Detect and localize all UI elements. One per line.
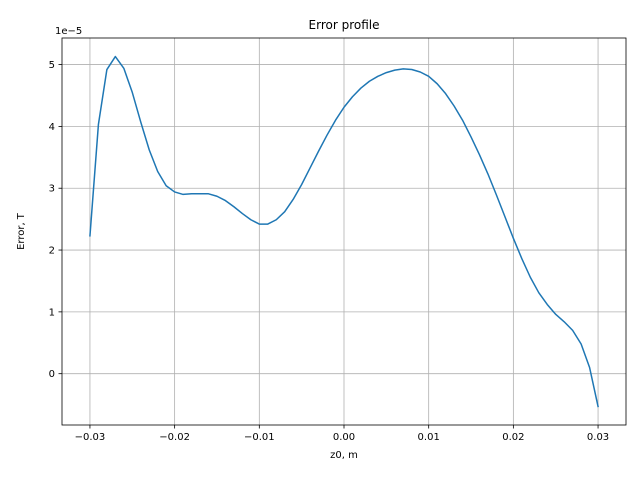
chart-title: Error profile [309, 18, 380, 32]
x-axis-label: z0, m [330, 450, 358, 461]
x-tick-label: 0.02 [502, 432, 524, 443]
x-tick-label: 0.03 [587, 432, 609, 443]
grid-lines [62, 38, 626, 425]
x-tick-label: −0.02 [159, 432, 190, 443]
y-tick-label: 3 [49, 184, 55, 195]
y-tick-label: 2 [49, 246, 55, 257]
y-axis-label: Error, T [16, 212, 27, 250]
series-lines [89, 55, 599, 408]
y-axis-offset-label: 1e−5 [55, 26, 82, 37]
y-tick-label: 1 [49, 307, 55, 318]
x-tick-label: −0.01 [244, 432, 275, 443]
y-tick-label: 5 [49, 60, 55, 71]
x-tick-label: 0.01 [418, 432, 440, 443]
y-tick-label: 0 [49, 369, 55, 380]
x-tick-label: 0.00 [333, 432, 355, 443]
error-series-line [89, 55, 599, 408]
x-axis-ticks: −0.03 −0.02 −0.01 0.00 0.01 0.02 0.03 [75, 425, 609, 443]
y-axis-ticks: 0 1 2 3 4 5 [49, 60, 62, 380]
y-tick-label: 4 [49, 122, 55, 133]
x-tick-label: −0.03 [75, 432, 106, 443]
